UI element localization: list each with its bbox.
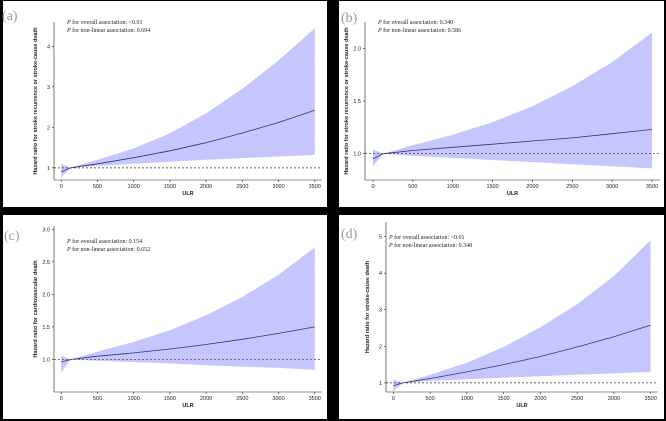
p-symbol: P [66, 20, 71, 26]
confidence-band [393, 240, 651, 391]
y-axis-title: Hazard ratio for stroke recurrence or st… [33, 27, 39, 175]
y-tick-label: 3.0 [42, 227, 50, 233]
y-tick-label: 3 [379, 308, 382, 314]
x-tick-label: 1000 [128, 184, 140, 190]
panel-1: 0 500 1000 1500 2000 2500 3000 3500 1.0 1.5 2.0 ULR… [339, 1, 664, 207]
p-value-note: P for non-linear association: 0.652 [66, 246, 150, 253]
p-value-note: P for non-linear association: 0.348 [388, 242, 472, 249]
y-tick-label: 4 [47, 44, 50, 50]
x-axis-title: ULR [182, 191, 193, 197]
y-tick-label: 2 [379, 344, 382, 350]
panel-label: (b) [341, 11, 358, 26]
y-tick-label: 2.5 [42, 260, 50, 266]
y-tick-label: 5 [379, 235, 382, 241]
confidence-band [61, 247, 315, 373]
p-value-note: P for overall association: 0.340 [377, 19, 453, 26]
y-tick-label: 1.5 [42, 325, 50, 331]
x-tick-label: 500 [93, 396, 102, 402]
x-tick-label: 1500 [497, 396, 509, 402]
p-text: for non-linear association: 0.348 [393, 242, 472, 249]
panel-label: (c) [4, 229, 20, 244]
x-tick-label: 0 [60, 396, 63, 402]
x-tick-label: 500 [426, 396, 435, 402]
p-symbol: P [66, 239, 71, 245]
panel-2: 0 500 1000 1500 2000 2500 3000 3500 1.0 1.5 2.0 2.5… [3, 215, 327, 419]
x-axis-title: ULR [507, 191, 518, 197]
panel-label: (d) [341, 227, 358, 242]
p-symbol: P [388, 235, 393, 241]
y-tick-label: 3 [47, 85, 50, 91]
p-text: for overall association: <0.01 [393, 234, 465, 241]
p-value-note: P for overall association: <0.01 [66, 19, 143, 26]
x-tick-label: 1500 [164, 184, 176, 190]
p-value-note: P for non-linear association: 0.586 [377, 27, 461, 34]
x-tick-label: 1500 [164, 396, 176, 402]
p-text: for overall association: 0.154 [71, 238, 142, 245]
x-tick-label: 0 [392, 396, 395, 402]
hazard-ratio-line [61, 109, 315, 173]
p-symbol: P [66, 247, 71, 253]
panel-3: 0 500 1000 1500 2000 2500 3000 3500 1 2 3 4 5 ULR Haza… [339, 215, 664, 419]
p-symbol: P [377, 20, 382, 26]
x-tick-label: 500 [93, 184, 102, 190]
hazard-ratio-line [372, 129, 653, 160]
y-axis-title: Hazard ratio for cardiovascular death [33, 260, 39, 358]
x-tick-label: 2500 [571, 396, 583, 402]
x-tick-label: 0 [371, 184, 374, 190]
hazard-ratio-line [393, 324, 651, 387]
confidence-band [61, 28, 315, 178]
x-tick-label: 0 [60, 184, 63, 190]
p-text: for non-linear association: 0.652 [71, 246, 150, 253]
panel-0: 0 500 1000 1500 2000 2500 3000 3500 1 2 3 4 ULR Hazar… [2, 1, 327, 207]
x-tick-label: 2000 [534, 396, 546, 402]
x-tick-label: 2500 [236, 184, 248, 190]
x-tick-label: 2500 [236, 396, 248, 402]
x-tick-label: 1000 [461, 396, 473, 402]
p-text: for overall association: 0.340 [382, 19, 453, 26]
x-tick-label: 1000 [447, 184, 459, 190]
x-tick-label: 2000 [200, 184, 212, 190]
y-tick-label: 1 [379, 381, 382, 387]
x-axis-title: ULR [182, 403, 193, 409]
x-tick-label: 3500 [645, 396, 657, 402]
p-symbol: P [388, 243, 393, 249]
confidence-band [373, 32, 652, 169]
x-axis-title: ULR [516, 403, 527, 409]
y-tick-label: 1.0 [353, 152, 361, 158]
y-tick-label: 2.0 [353, 46, 361, 52]
x-tick-label: 500 [408, 184, 417, 190]
p-symbol: P [66, 28, 71, 34]
x-tick-label: 3000 [606, 184, 618, 190]
y-tick-label: 4 [379, 271, 382, 277]
y-tick-label: 1 [47, 166, 50, 172]
y-tick-label: 2.0 [42, 292, 50, 298]
y-axis-title: Hazard ratio for stroke-cause death [365, 260, 371, 353]
p-text: for non-linear association: 0.586 [382, 27, 461, 34]
x-tick-label: 3500 [309, 184, 321, 190]
panel-label: (a) [2, 9, 18, 24]
x-tick-label: 1500 [486, 184, 498, 190]
x-tick-label: 3500 [646, 184, 658, 190]
x-tick-label: 3500 [309, 396, 321, 402]
p-value-note: P for overall association: 0.154 [66, 238, 142, 245]
x-tick-label: 2000 [526, 184, 538, 190]
hazard-ratio-line [61, 326, 315, 363]
x-tick-label: 1000 [128, 396, 140, 402]
y-tick-label: 1.5 [353, 99, 361, 105]
p-symbol: P [377, 28, 382, 34]
y-tick-label: 1.0 [42, 357, 50, 363]
p-value-note: P for overall association: <0.01 [388, 234, 465, 241]
p-text: for non-linear association: 0.694 [71, 27, 150, 34]
p-text: for overall association: <0.01 [71, 19, 143, 26]
x-tick-label: 3000 [608, 396, 620, 402]
y-axis-title: Hazard ratio for stroke recurrence or st… [344, 27, 350, 175]
p-value-note: P for non-linear association: 0.694 [66, 27, 150, 34]
x-tick-label: 3000 [272, 396, 284, 402]
y-tick-label: 2 [47, 125, 50, 131]
x-tick-label: 2000 [200, 396, 212, 402]
x-tick-label: 3000 [272, 184, 284, 190]
x-tick-label: 2500 [566, 184, 578, 190]
